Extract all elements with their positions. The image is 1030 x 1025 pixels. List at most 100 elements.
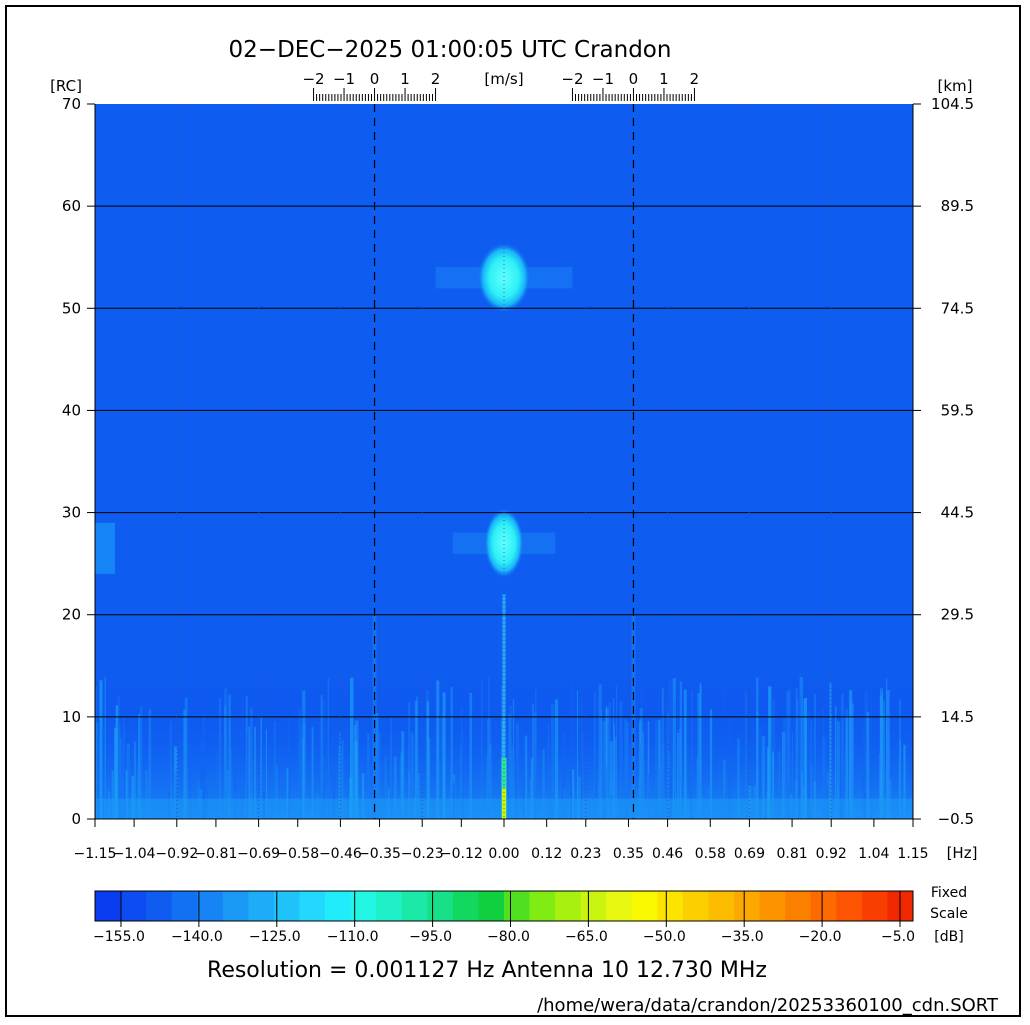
noise-streak [400,752,404,819]
noise-streak [321,700,325,819]
noise-streak [829,682,832,819]
noise-streak [401,731,405,819]
noise-streak [140,706,143,819]
noise-streak [286,768,289,819]
noise-streak [320,694,323,819]
y-tick-label-right: −0.5 [938,810,974,828]
noise-streak [393,756,397,819]
noise-streak [841,693,844,819]
x-tick-label: 0.92 [816,846,847,862]
velocity-scale-left-label: 2 [431,70,441,88]
y-axis-label-right: [km] [937,77,972,95]
noise-streak [390,718,393,819]
colorbar-label-scale: Scale [930,906,968,922]
noise-streak [230,748,233,819]
colorbar-tick-label: −20.0 [799,929,842,945]
noise-streak [485,755,489,819]
y-tick-label-left: 20 [62,606,81,624]
y-tick-label-right: 59.5 [941,401,974,419]
noise-streak [436,680,440,819]
noise-streak [879,754,881,819]
colorbar-tick-label: −110.0 [327,929,379,945]
y-tick-label-left: 40 [62,401,81,419]
noise-streak [697,693,701,819]
noise-streak [276,765,278,819]
noise-streak [361,773,365,819]
noise-streak [658,719,661,819]
noise-streak [554,699,559,819]
x-axis-label: [Hz] [947,844,978,862]
noise-streak [265,729,268,819]
noise-streak [594,691,596,819]
noise-streak [798,695,801,819]
noise-streak [104,676,107,819]
velocity-scale-right-label: −2 [561,70,583,88]
x-tick-label: −1.04 [113,846,156,862]
noise-streak [300,726,303,819]
noise-streak [327,678,330,819]
noise-streak [602,721,606,819]
noise-streak [311,727,314,819]
noise-streak [723,759,726,819]
noise-streak [426,701,430,819]
chart-title: 02−DEC−2025 01:00:05 UTC Crandon [229,37,672,63]
noise-streak [481,681,483,819]
noise-streak [682,778,685,819]
noise-streak [614,736,617,819]
x-tick-label: −0.92 [155,846,198,862]
colorbar-tick-label: −80.0 [487,929,530,945]
noise-streak [469,692,473,819]
noise-streak [523,735,525,819]
noise-streak [764,745,767,819]
noise-streak [827,771,831,819]
x-tick-label: 1.04 [858,846,889,862]
noise-streak [803,698,808,819]
colorbar-swatch [836,891,863,921]
x-tick-label: 0.58 [695,846,726,862]
noise-streak [550,704,555,819]
colorbar-tick-label: −65.0 [565,929,608,945]
colorbar-swatch [197,891,224,921]
noise-streak [450,687,453,819]
noise-streak [648,773,650,819]
noise-streak [728,717,732,819]
noise-streak [771,754,773,819]
x-tick-label: −0.12 [440,846,483,862]
noise-streak [886,689,890,819]
noise-streak [792,732,794,819]
x-tick-label: 0.46 [652,846,683,862]
noise-streak [580,699,583,819]
colorbar-swatch [657,891,684,921]
noise-streak [131,776,134,819]
noise-streak [879,695,883,819]
noise-streak [577,776,581,819]
noise-streak [717,764,719,819]
colorbar-swatch [785,891,812,921]
noise-streak [349,777,353,819]
noise-streak [723,681,725,819]
colorbar-tick-label: −5.0 [881,929,915,945]
noise-streak [118,695,120,819]
noise-streak [354,740,358,819]
noise-streak [200,739,203,819]
y-axis-label-left: [RC] [50,77,82,95]
colorbar-swatch [299,891,326,921]
noise-streak [371,714,375,819]
noise-streak [440,715,444,819]
noise-streak [511,746,513,819]
noise-streak [367,733,370,819]
noise-streak [534,711,537,819]
noise-streak [801,771,803,819]
noise-streak [228,694,231,819]
noise-streak [530,758,534,819]
noise-streak [542,749,545,819]
noise-streak [169,720,172,819]
colorbar-swatch [606,891,633,921]
y-tick-label-right: 89.5 [941,197,974,215]
file-path: /home/wera/data/crandon/20253360100_cdn.… [537,995,999,1016]
noise-streak [813,694,817,819]
noise-streak [460,707,464,819]
noise-streak [619,701,623,819]
noise-streak [689,756,693,819]
noise-streak [683,689,687,819]
